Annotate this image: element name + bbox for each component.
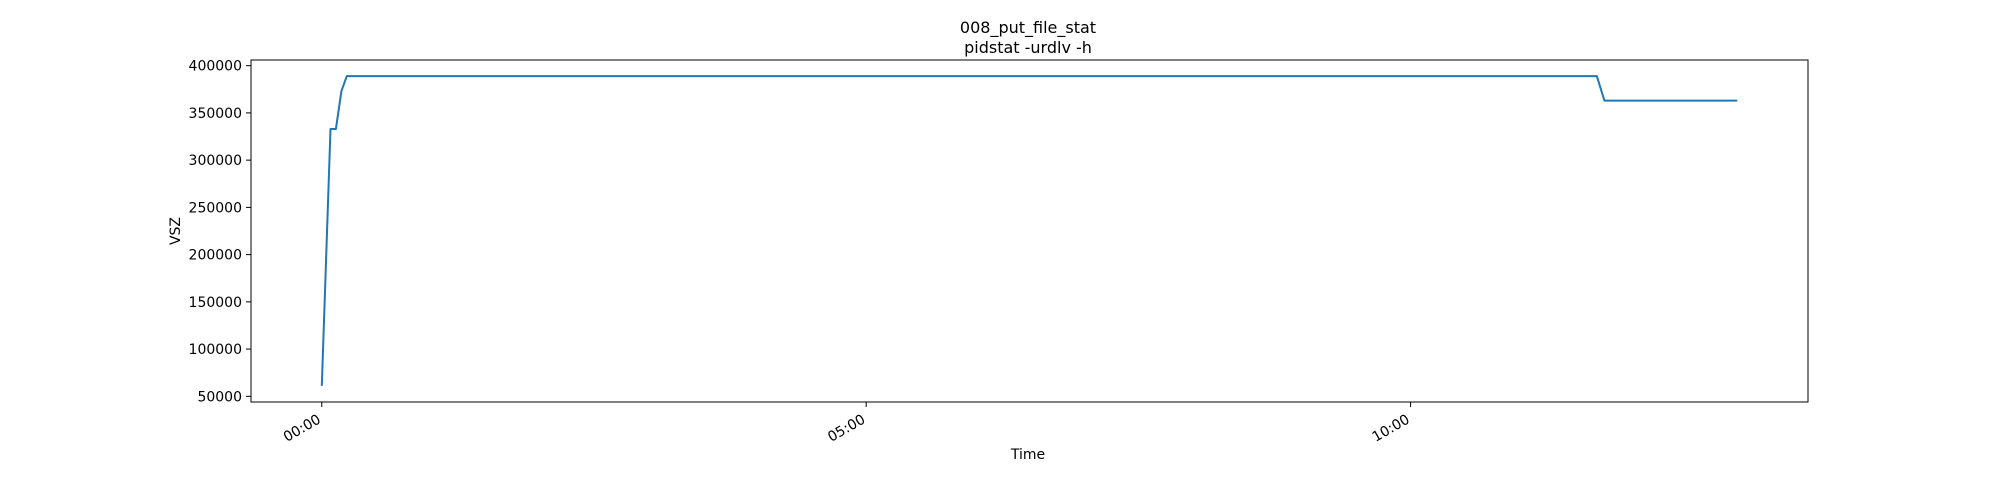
y-tick-label: 150000 <box>189 295 242 311</box>
x-tick-label: 00:00 <box>281 412 324 446</box>
y-tick-label: 350000 <box>189 106 242 122</box>
y-tick-label: 400000 <box>189 59 242 75</box>
x-axis-ticks: 00:00 05:00 10:00 <box>281 402 1413 446</box>
x-tick-label: 10:00 <box>1370 412 1413 446</box>
y-tick-label: 50000 <box>197 389 242 405</box>
chart-title: 008_put_file_stat <box>960 18 1096 38</box>
series-line <box>320 75 1738 386</box>
plot-area-frame <box>250 59 1809 403</box>
y-tick-label: 300000 <box>189 153 242 169</box>
y-axis-ticks: 50000 100000 150000 200000 250000 300000 35000… <box>189 59 251 405</box>
y-tick-label: 250000 <box>189 200 242 216</box>
y-tick-label: 200000 <box>189 248 242 264</box>
y-axis-label: VSZ <box>168 217 184 245</box>
chart-subtitle: pidstat -urdlv -h <box>964 38 1092 57</box>
x-axis-label: Time <box>1010 447 1045 463</box>
x-tick-label: 05:00 <box>825 412 868 446</box>
y-tick-label: 100000 <box>189 342 242 358</box>
